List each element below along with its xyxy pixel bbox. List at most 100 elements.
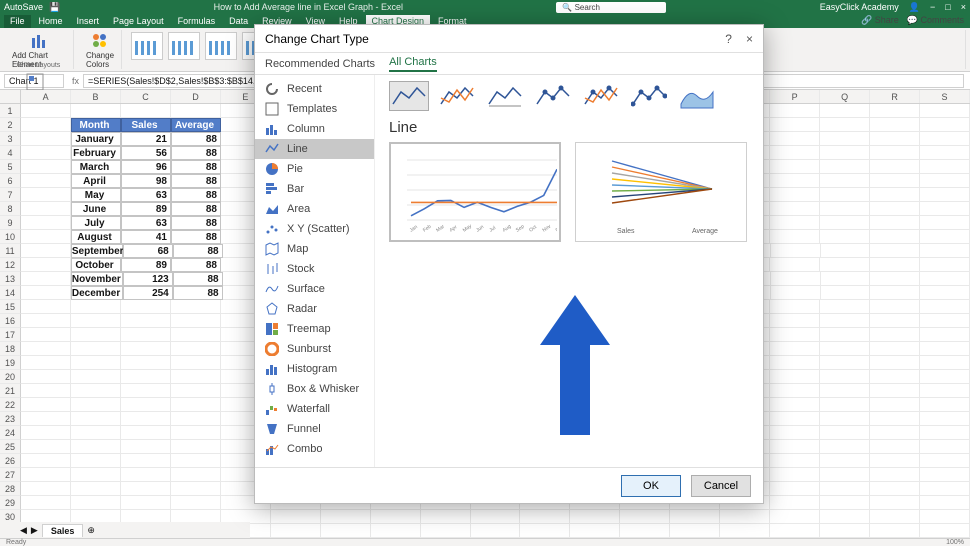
dialog-help-icon[interactable]: ?	[725, 32, 732, 46]
change-colors-label: Change Colors	[86, 51, 114, 69]
svg-text:Mar: Mar	[435, 224, 446, 234]
chart-subtype-2[interactable]	[485, 81, 525, 111]
chart-type-label: Recent	[287, 83, 322, 95]
chart-type-icon	[265, 422, 279, 436]
chart-type-icon	[265, 182, 279, 196]
svg-text:Sales: Sales	[617, 228, 635, 235]
chart-type-combo[interactable]: Combo	[255, 439, 374, 459]
chart-type-icon	[265, 302, 279, 316]
svg-text:Sep: Sep	[515, 223, 526, 233]
dialog-tab-all-charts[interactable]: All Charts	[389, 56, 437, 72]
chart-type-label: Templates	[287, 103, 337, 115]
comments-button[interactable]: 💬 Comments	[907, 15, 964, 26]
chart-type-recent[interactable]: Recent	[255, 79, 374, 99]
account-name[interactable]: EasyClick Academy	[820, 2, 899, 12]
chart-type-funnel[interactable]: Funnel	[255, 419, 374, 439]
chart-type-icon	[265, 282, 279, 296]
window-close-icon[interactable]: ×	[961, 2, 966, 12]
chart-type-column[interactable]: Column	[255, 119, 374, 139]
chart-type-treemap[interactable]: Treemap	[255, 319, 374, 339]
chart-type-x-y-scatter-[interactable]: X Y (Scatter)	[255, 219, 374, 239]
chart-type-label: Histogram	[287, 363, 337, 375]
chart-type-histogram[interactable]: Histogram	[255, 359, 374, 379]
chart-type-sunburst[interactable]: Sunburst	[255, 339, 374, 359]
chart-type-pie[interactable]: Pie	[255, 159, 374, 179]
chart-type-bar[interactable]: Bar	[255, 179, 374, 199]
chart-preview-2[interactable]: Sales Average	[575, 142, 747, 242]
chart-layouts-caption: Chart Layouts	[4, 62, 73, 69]
chart-type-radar[interactable]: Radar	[255, 299, 374, 319]
ribbon-tab-data[interactable]: Data	[223, 15, 254, 28]
chart-type-icon	[265, 162, 279, 176]
chart-type-line[interactable]: Line	[255, 139, 374, 159]
svg-text:Jul: Jul	[488, 225, 497, 234]
chart-type-label: Bar	[287, 183, 304, 195]
chart-type-stock[interactable]: Stock	[255, 259, 374, 279]
chart-type-icon	[265, 322, 279, 336]
chart-type-icon	[265, 202, 279, 216]
chart-preview-area: Line JanFebMarAprMayJunJulAugSepOctNovDe…	[375, 75, 763, 467]
ribbon-tab-home[interactable]: Home	[33, 15, 69, 28]
chart-type-map[interactable]: Map	[255, 239, 374, 259]
cancel-button[interactable]: Cancel	[691, 475, 751, 497]
chart-type-label: Column	[287, 123, 325, 135]
svg-text:May: May	[462, 223, 474, 234]
chart-element-icon	[30, 32, 48, 50]
window-maximize-icon[interactable]: □	[945, 2, 950, 12]
chart-subtype-6[interactable]	[677, 81, 717, 111]
chart-type-area[interactable]: Area	[255, 199, 374, 219]
svg-text:Oct: Oct	[528, 224, 538, 234]
svg-text:Nov: Nov	[541, 223, 552, 233]
account-avatar-icon[interactable]: 👤	[909, 2, 920, 13]
chart-type-list: Recent Templates Column Line Pie Bar Area X Y (…	[255, 75, 375, 467]
ribbon-tab-formulas[interactable]: Formulas	[172, 15, 222, 28]
svg-text:Dec: Dec	[555, 223, 557, 233]
line-chart-preview-icon: JanFebMarAprMayJunJulAugSepOctNovDec	[397, 150, 557, 238]
chart-type-icon	[265, 362, 279, 376]
ok-button[interactable]: OK	[621, 475, 681, 497]
chart-style-thumb[interactable]	[205, 32, 237, 60]
titlebar: AutoSave 💾 How to Add Average line in Ex…	[0, 0, 970, 14]
chart-type-label: Stock	[287, 263, 315, 275]
svg-text:Jan: Jan	[409, 224, 419, 234]
ribbon-tab-page-layout[interactable]: Page Layout	[107, 15, 170, 28]
share-button[interactable]: 🔗 Share	[861, 15, 899, 26]
svg-text:Apr: Apr	[449, 224, 459, 234]
quick-save-icon[interactable]: 💾	[49, 2, 60, 13]
chart-type-label: Sunburst	[287, 343, 331, 355]
chart-type-label: Surface	[287, 283, 325, 295]
chart-preview-1[interactable]: JanFebMarAprMayJunJulAugSepOctNovDec	[389, 142, 561, 242]
chart-type-icon	[265, 82, 279, 96]
chart-type-label: Line	[287, 143, 308, 155]
chart-type-label: Funnel	[287, 423, 321, 435]
chart-style-thumb[interactable]	[131, 32, 163, 60]
chart-subtype-4[interactable]	[581, 81, 621, 111]
chart-type-label: Area	[287, 203, 310, 215]
change-colors-button[interactable]: Change Colors	[82, 30, 118, 71]
chart-type-templates[interactable]: Templates	[255, 99, 374, 119]
ribbon-tab-file[interactable]: File	[4, 15, 31, 28]
window-minimize-icon[interactable]: −	[930, 2, 935, 12]
chart-subtype-5[interactable]	[629, 81, 669, 111]
chart-type-surface[interactable]: Surface	[255, 279, 374, 299]
line-chart-preview-2-icon: Sales Average	[582, 149, 742, 237]
chart-type-waterfall[interactable]: Waterfall	[255, 399, 374, 419]
palette-icon	[91, 32, 109, 50]
dialog-close-icon[interactable]: ×	[746, 32, 753, 46]
chart-subtype-1[interactable]	[437, 81, 477, 111]
chart-subtype-0[interactable]	[389, 81, 429, 111]
chart-type-icon	[265, 442, 279, 456]
chart-subtype-3[interactable]	[533, 81, 573, 111]
autosave-toggle[interactable]: AutoSave	[4, 2, 43, 12]
dialog-tab-recommended-charts[interactable]: Recommended Charts	[265, 58, 375, 70]
chart-type-icon	[265, 122, 279, 136]
chart-style-thumb[interactable]	[168, 32, 200, 60]
chart-type-box-whisker[interactable]: Box & Whisker	[255, 379, 374, 399]
chart-type-icon	[265, 242, 279, 256]
chart-type-icon	[265, 102, 279, 116]
search-input[interactable]: 🔍 Search	[556, 2, 666, 13]
chart-type-label: Pie	[287, 163, 303, 175]
ribbon-tab-insert[interactable]: Insert	[71, 15, 106, 28]
svg-text:Feb: Feb	[422, 224, 433, 234]
chart-subtype-row	[389, 81, 753, 111]
